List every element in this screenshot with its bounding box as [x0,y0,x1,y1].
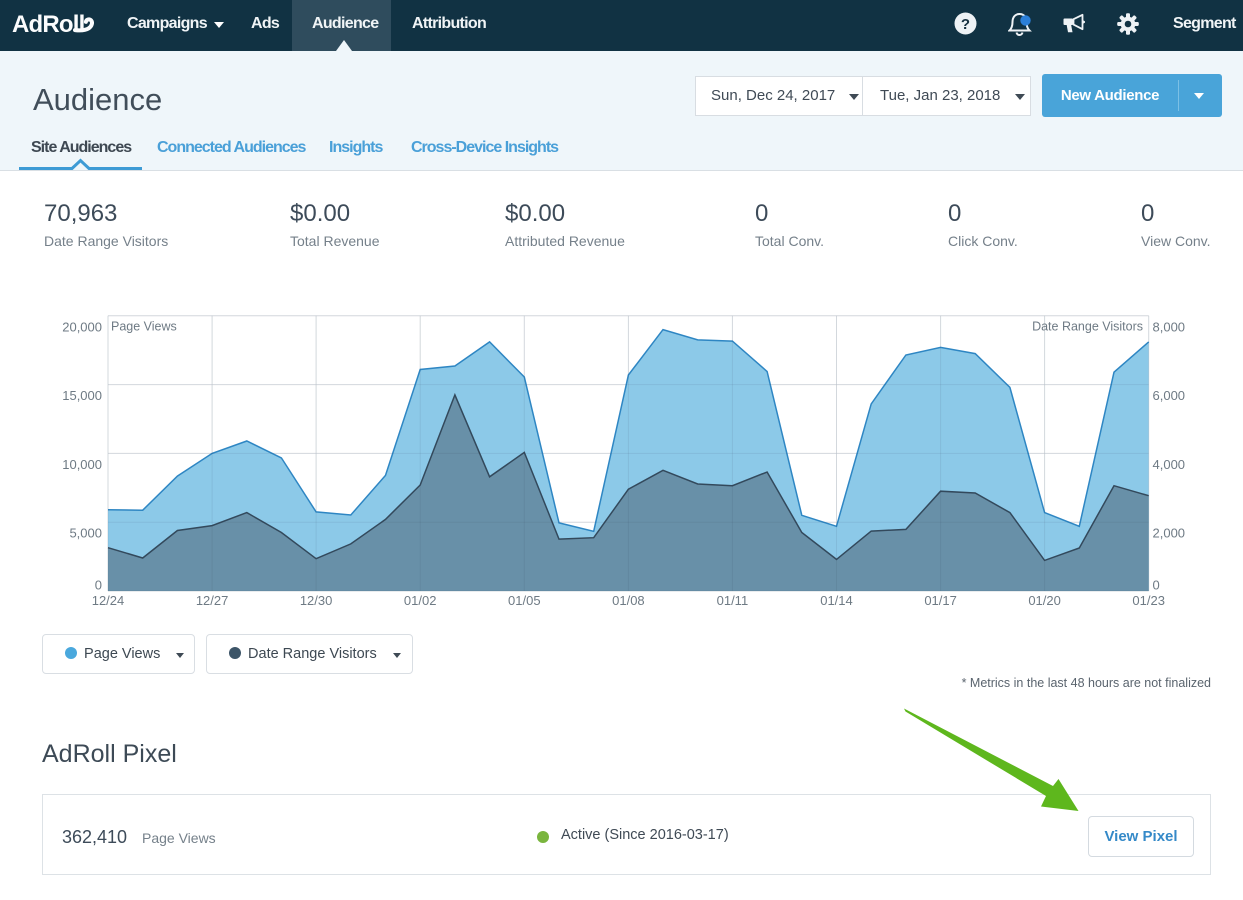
svg-text:0: 0 [1153,578,1160,593]
svg-text:01/11: 01/11 [717,593,749,608]
svg-text:2,000: 2,000 [1153,526,1186,541]
svg-text:01/17: 01/17 [924,593,957,608]
svg-text:01/05: 01/05 [508,593,541,608]
svg-text:01/20: 01/20 [1028,593,1061,608]
svg-text:6,000: 6,000 [1153,388,1186,403]
svg-text:01/02: 01/02 [404,593,437,608]
svg-text:AdRoll: AdRoll [12,11,85,38]
svg-text:Page Views: Page Views [111,320,177,334]
svg-text:15,000: 15,000 [62,388,102,403]
svg-text:12/27: 12/27 [196,593,229,608]
svg-text:8,000: 8,000 [1153,319,1186,334]
svg-text:01/23: 01/23 [1132,593,1165,608]
svg-text:10,000: 10,000 [62,457,102,472]
svg-text:12/24: 12/24 [92,593,125,608]
svg-text:20,000: 20,000 [62,319,102,334]
svg-text:01/14: 01/14 [820,593,853,608]
svg-text:4,000: 4,000 [1153,457,1186,472]
svg-text:12/30: 12/30 [300,593,333,608]
svg-text:?: ? [961,16,970,33]
svg-text:0: 0 [95,578,102,593]
svg-text:01/08: 01/08 [612,593,645,608]
svg-text:Date Range Visitors: Date Range Visitors [1032,320,1143,334]
svg-text:5,000: 5,000 [69,526,102,541]
